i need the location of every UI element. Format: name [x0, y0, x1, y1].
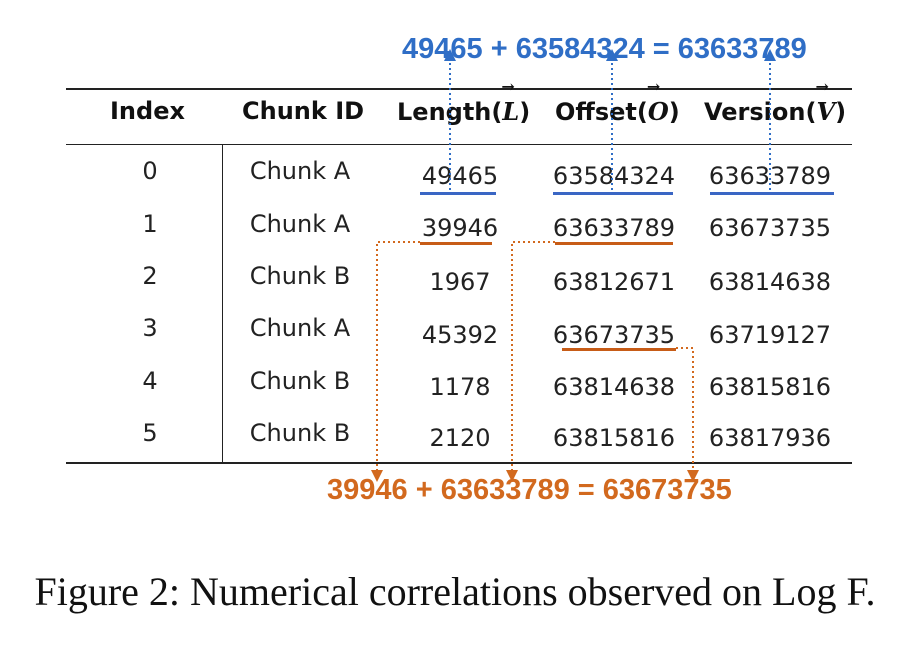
cell-version: 63719127: [708, 321, 832, 349]
cell-offset: 63673735: [552, 321, 676, 349]
table-header-rule: [66, 144, 852, 145]
header-version: Version(V): [704, 77, 847, 126]
cell-length: 1178: [429, 373, 491, 401]
cell-chunk-id: Chunk B: [249, 367, 351, 395]
underline-offset-row1: [555, 242, 673, 245]
vector-l-symbol: L: [501, 77, 519, 126]
header-length-prefix: Length(: [397, 98, 503, 126]
orange-connector-length: [371, 241, 420, 482]
cell-chunk-id: Chunk B: [249, 419, 351, 447]
cell-length: 49465: [421, 162, 499, 190]
cell-length: 39946: [421, 214, 499, 242]
cell-version: 63817936: [708, 424, 832, 452]
vector-v-symbol: V: [815, 77, 835, 126]
cell-offset: 63812671: [552, 268, 676, 296]
header-offset-suffix: ): [668, 98, 680, 126]
cell-version: 63815816: [708, 373, 832, 401]
underline-offset-row3: [562, 348, 676, 351]
orange-connector-offset: [506, 241, 555, 482]
cell-offset: 63584324: [552, 162, 676, 190]
header-version-prefix: Version(: [704, 98, 817, 126]
cell-index: 4: [142, 367, 158, 395]
cell-index: 2: [142, 262, 158, 290]
cell-chunk-id: Chunk B: [249, 262, 351, 290]
header-chunk-id: Chunk ID: [242, 97, 365, 125]
vector-o-symbol: O: [647, 77, 669, 126]
cell-chunk-id: Chunk A: [249, 157, 351, 185]
header-offset: Offset(O): [555, 77, 680, 126]
underline-length-row0: [420, 192, 496, 195]
header-offset-prefix: Offset(: [555, 98, 648, 126]
header-index: Index: [110, 97, 185, 125]
cell-offset: 63815816: [552, 424, 676, 452]
header-version-suffix: ): [835, 98, 847, 126]
cell-version: 63633789: [708, 162, 832, 190]
sum-equation-orange: 39946 + 63633789 = 63673735: [327, 474, 732, 506]
underline-version-row0: [710, 192, 834, 195]
underline-length-row1: [420, 242, 492, 245]
cell-version: 63814638: [708, 268, 832, 296]
underline-offset-row0: [553, 192, 673, 195]
cell-length: 45392: [421, 321, 499, 349]
cell-chunk-id: Chunk A: [249, 314, 351, 342]
cell-index: 5: [142, 419, 158, 447]
cell-chunk-id: Chunk A: [249, 210, 351, 238]
table-top-rule: [66, 88, 852, 90]
cell-index: 3: [142, 314, 158, 342]
cell-version: 63673735: [708, 214, 832, 242]
figure-caption: Figure 2: Numerical correlations observe…: [34, 569, 876, 614]
column-divider: [222, 144, 223, 462]
cell-index: 0: [142, 157, 158, 185]
cell-length: 2120: [429, 424, 491, 452]
cell-index: 1: [142, 210, 158, 238]
sum-equation-blue: 49465 + 63584324 = 63633789: [402, 33, 807, 65]
header-length: Length(L): [397, 77, 531, 126]
table-bottom-rule: [66, 462, 852, 464]
cell-offset: 63633789: [552, 214, 676, 242]
orange-connector-result: [676, 347, 699, 482]
cell-offset: 63814638: [552, 373, 676, 401]
cell-length: 1967: [429, 268, 491, 296]
header-length-suffix: ): [519, 98, 531, 126]
